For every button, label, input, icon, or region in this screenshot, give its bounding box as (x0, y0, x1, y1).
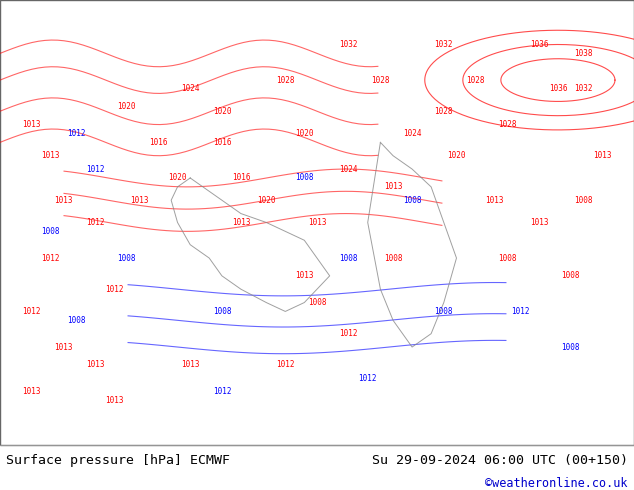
Text: 1013: 1013 (593, 151, 612, 160)
Text: 1020: 1020 (117, 102, 136, 111)
Text: 1008: 1008 (561, 343, 580, 351)
Text: 1012: 1012 (67, 129, 86, 138)
Text: 1008: 1008 (574, 196, 593, 205)
Text: 1028: 1028 (498, 120, 517, 129)
Text: 1008: 1008 (41, 227, 60, 236)
Text: 1032: 1032 (574, 84, 593, 94)
Text: 1013: 1013 (130, 196, 149, 205)
Text: 1024: 1024 (181, 84, 200, 94)
Text: 1012: 1012 (105, 285, 124, 294)
Text: 1013: 1013 (22, 387, 41, 396)
Text: 1013: 1013 (54, 196, 73, 205)
Text: 1012: 1012 (358, 374, 377, 383)
Text: 1036: 1036 (529, 40, 548, 49)
Text: 1012: 1012 (276, 360, 295, 369)
Text: 1016: 1016 (231, 173, 250, 182)
Text: 1013: 1013 (295, 271, 314, 280)
Text: 1013: 1013 (22, 120, 41, 129)
Text: 1012: 1012 (339, 329, 358, 338)
Text: Su 29-09-2024 06:00 UTC (00+150): Su 29-09-2024 06:00 UTC (00+150) (372, 454, 628, 467)
Text: 1013: 1013 (181, 360, 200, 369)
Text: 1013: 1013 (231, 218, 250, 227)
Text: 1012: 1012 (86, 218, 105, 227)
Text: 1012: 1012 (510, 307, 529, 316)
Text: 1013: 1013 (384, 182, 403, 192)
Text: 1028: 1028 (276, 75, 295, 85)
Text: 1008: 1008 (67, 316, 86, 325)
Text: 1013: 1013 (105, 396, 124, 405)
Text: 1008: 1008 (117, 253, 136, 263)
Text: 1008: 1008 (339, 253, 358, 263)
Text: 1020: 1020 (295, 129, 314, 138)
Text: 1038: 1038 (574, 49, 593, 58)
Text: 1012: 1012 (41, 253, 60, 263)
Text: 1020: 1020 (257, 196, 276, 205)
Text: 1008: 1008 (403, 196, 422, 205)
Text: 1013: 1013 (529, 218, 548, 227)
Text: 1020: 1020 (212, 107, 231, 116)
Text: 1036: 1036 (548, 84, 567, 94)
Text: 1013: 1013 (41, 151, 60, 160)
Text: 1008: 1008 (434, 307, 453, 316)
Text: 1013: 1013 (54, 343, 73, 351)
Text: 1024: 1024 (339, 165, 358, 173)
Text: 1013: 1013 (86, 360, 105, 369)
Text: 1008: 1008 (295, 173, 314, 182)
Text: ©weatheronline.co.uk: ©weatheronline.co.uk (485, 477, 628, 490)
Text: 1028: 1028 (434, 107, 453, 116)
Text: 1024: 1024 (403, 129, 422, 138)
Text: 1020: 1020 (447, 151, 466, 160)
Text: 1008: 1008 (212, 307, 231, 316)
Text: 1012: 1012 (22, 307, 41, 316)
Text: 1008: 1008 (307, 298, 327, 307)
Text: 1028: 1028 (371, 75, 390, 85)
Text: 1013: 1013 (307, 218, 327, 227)
Text: Surface pressure [hPa] ECMWF: Surface pressure [hPa] ECMWF (6, 454, 230, 467)
Text: 1016: 1016 (212, 138, 231, 147)
Text: 1016: 1016 (149, 138, 168, 147)
Text: 1020: 1020 (168, 173, 187, 182)
Text: 1028: 1028 (466, 75, 485, 85)
Text: 1013: 1013 (485, 196, 504, 205)
Text: 1012: 1012 (86, 165, 105, 173)
Text: 1032: 1032 (339, 40, 358, 49)
Text: 1032: 1032 (434, 40, 453, 49)
Text: 1012: 1012 (212, 387, 231, 396)
Text: 1008: 1008 (561, 271, 580, 280)
Text: 1008: 1008 (384, 253, 403, 263)
Text: 1008: 1008 (498, 253, 517, 263)
